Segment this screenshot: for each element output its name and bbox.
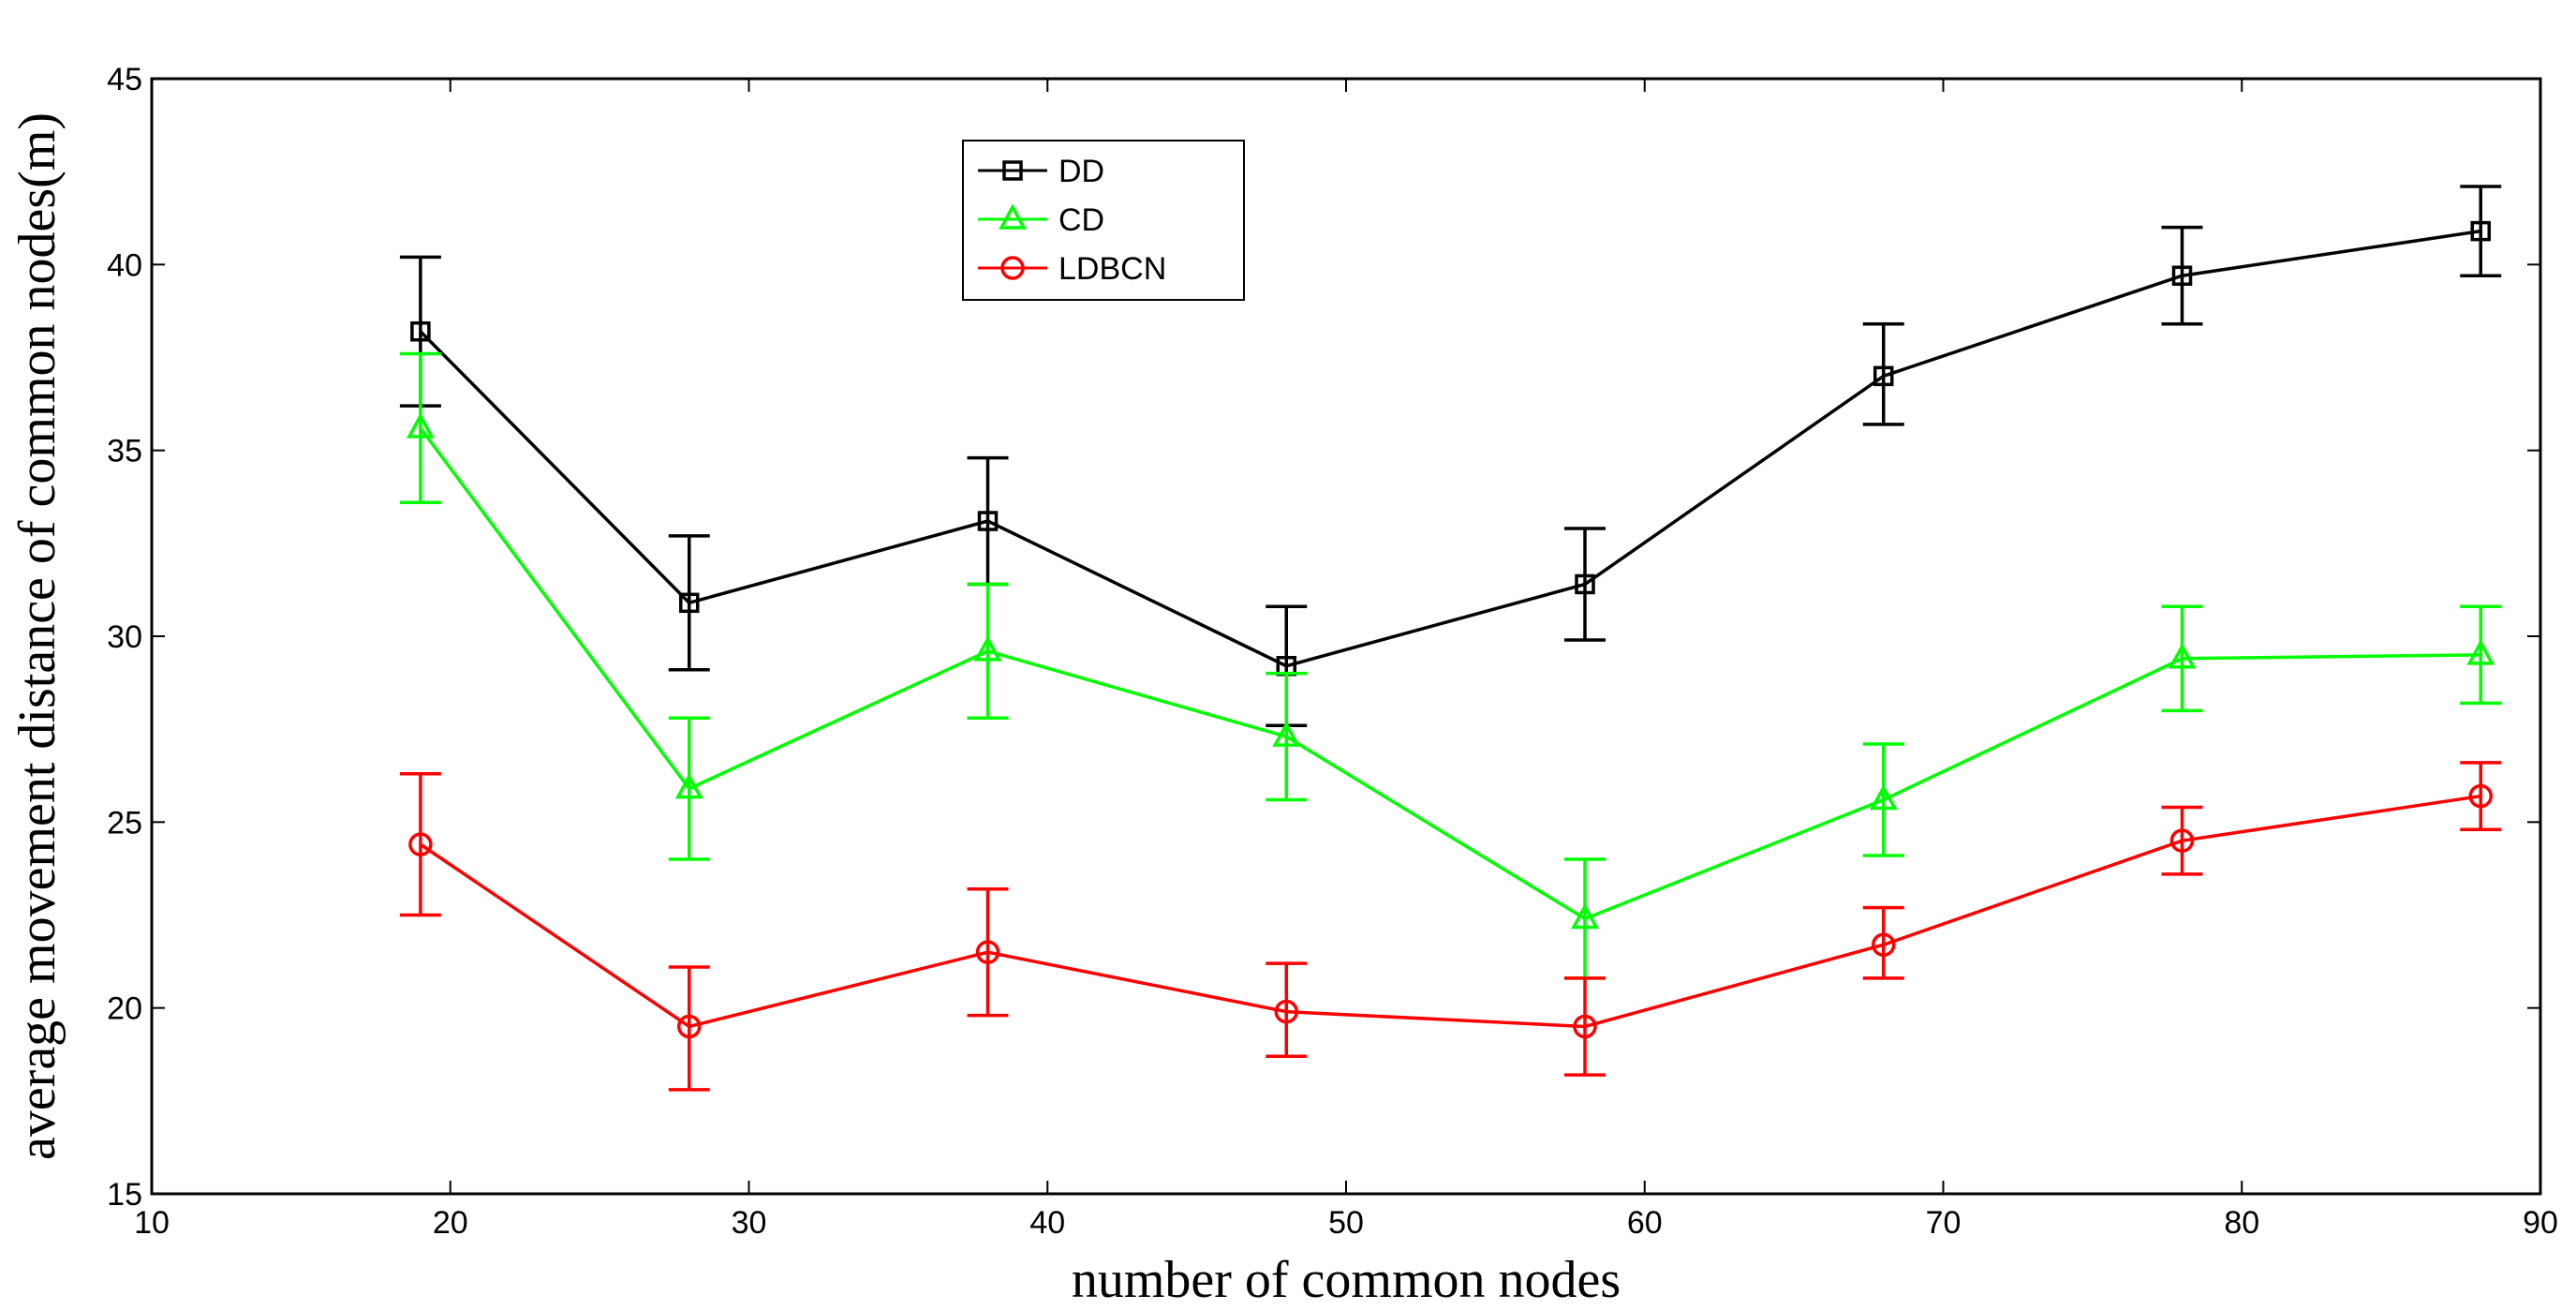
cd-point [2168,643,2197,669]
cd-point [1272,721,1301,747]
x-axis-title: number of common nodes [1072,1251,1621,1309]
dd-point [2171,265,2193,286]
y-tick-label: 25 [107,805,142,841]
y-tick-label: 45 [107,62,142,97]
y-axis-ticks: 15 20 25 30 35 40 45 [107,62,2540,1213]
legend: DD CD LDBCN [962,140,1245,301]
dd-point [410,320,431,342]
series-ldbcn [399,761,2502,1092]
series-layer [399,185,2502,1092]
dd-point [977,511,999,531]
ldbcn-point [975,940,1000,964]
cd-point [406,412,435,439]
y-tick-label: 20 [107,991,142,1027]
y-tick-label: 35 [107,434,142,469]
dd-point [679,592,700,614]
y-tick-label: 15 [107,1177,142,1213]
x-tick-label: 70 [1926,1205,1962,1241]
x-tick-label: 90 [2523,1205,2558,1241]
legend-label-dd: DD [1059,154,1104,189]
ldbcn-point [1573,1014,1597,1039]
x-tick-label: 30 [732,1205,767,1241]
cd-point [973,635,1002,662]
legend-marker-ldbcn [1000,256,1025,280]
ldbcn-point [408,832,433,856]
dd-point [1575,573,1595,595]
ldbcn-point [2468,783,2493,809]
y-tick-label: 30 [107,619,142,655]
legend-label-cd: CD [1059,202,1104,238]
dd-line [419,229,2481,668]
y-tick-label: 40 [107,247,142,283]
x-tick-label: 10 [134,1205,170,1241]
cd-point [674,772,703,799]
ldbcn-point [2169,828,2195,853]
x-tick-label: 60 [1627,1205,1663,1241]
legend-marker-cd [999,203,1027,230]
ldbcn-line [419,794,2481,1029]
dd-point [1873,365,1894,387]
x-axis-ticks: 10 20 30 40 50 60 70 80 90 [134,79,2558,1241]
legend-items: DD CD LDBCN [978,154,1166,287]
cd-point [1869,783,1898,811]
legend-label-ldbcn: LDBCN [1059,251,1166,287]
dd-point [2470,220,2491,242]
plot-area [150,77,2542,1196]
x-tick-label: 20 [433,1205,468,1241]
legend-marker-dd [1002,160,1023,181]
cd-point [2466,639,2495,665]
cd-point [1571,902,1599,930]
y-axis-title: average movement distance of common node… [8,112,67,1160]
x-tick-label: 80 [2224,1205,2259,1241]
series-cd [399,351,2502,980]
ldbcn-point [1274,999,1298,1024]
x-tick-label: 50 [1328,1205,1364,1241]
ldbcn-point [1872,932,1896,957]
x-tick-label: 40 [1029,1205,1065,1241]
ldbcn-point [677,1014,702,1039]
cd-line [419,426,2481,921]
